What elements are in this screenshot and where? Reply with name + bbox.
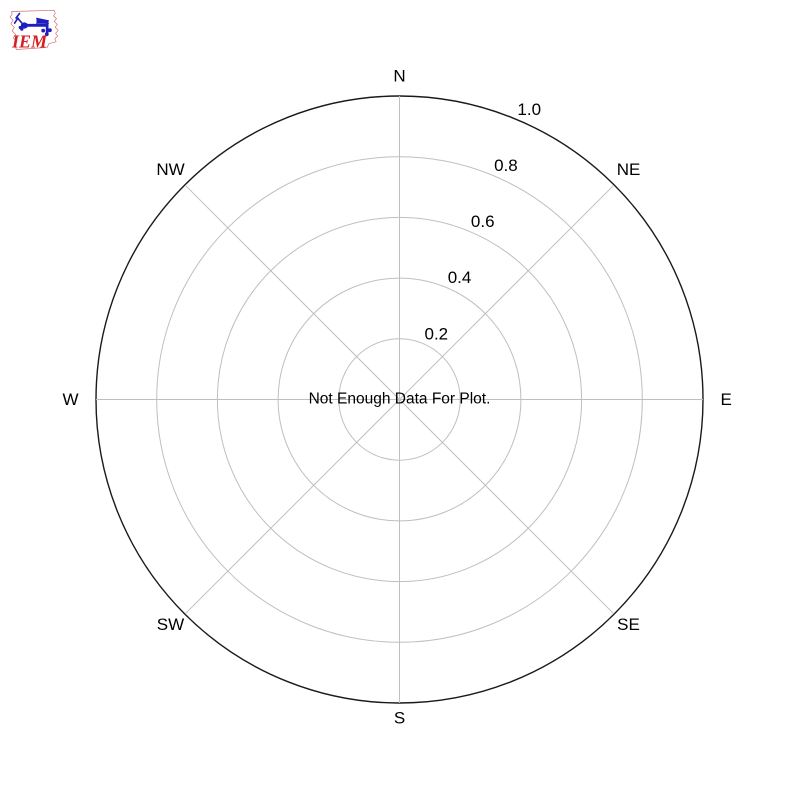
svg-text:SW: SW: [157, 615, 184, 634]
svg-text:S: S: [394, 709, 405, 728]
svg-text:N: N: [393, 67, 405, 86]
svg-text:SE: SE: [617, 615, 640, 634]
svg-text:NE: NE: [617, 160, 641, 179]
svg-text:NW: NW: [156, 160, 184, 179]
svg-text:0.4: 0.4: [448, 268, 472, 287]
svg-text:E: E: [721, 390, 732, 409]
svg-text:W: W: [62, 390, 78, 409]
svg-text:0.8: 0.8: [494, 156, 518, 175]
svg-text:1.0: 1.0: [517, 100, 541, 119]
svg-text:0.2: 0.2: [425, 324, 449, 343]
svg-text:Not Enough Data For Plot.: Not Enough Data For Plot.: [309, 391, 491, 408]
svg-text:IEM: IEM: [11, 32, 48, 52]
svg-text:0.6: 0.6: [471, 212, 495, 231]
